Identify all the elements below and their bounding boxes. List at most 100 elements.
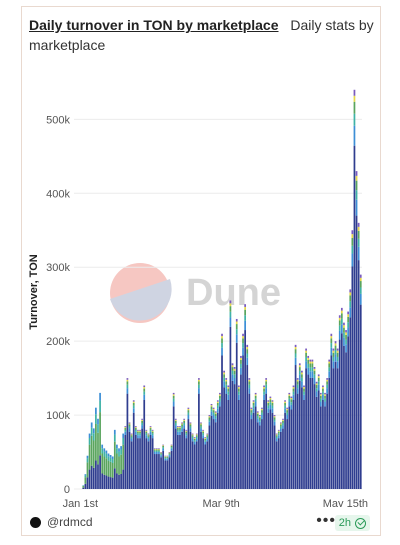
bar[interactable] <box>82 485 85 489</box>
bar[interactable] <box>221 333 223 489</box>
bar[interactable] <box>242 333 244 489</box>
bar[interactable] <box>229 300 232 489</box>
bar[interactable] <box>263 385 265 490</box>
bar[interactable] <box>258 415 261 489</box>
bar[interactable] <box>349 289 352 489</box>
bar[interactable] <box>261 407 263 489</box>
bar[interactable] <box>317 374 320 489</box>
bar[interactable] <box>92 428 95 489</box>
bar[interactable] <box>210 403 213 489</box>
bar[interactable] <box>179 426 181 489</box>
bar[interactable] <box>132 400 135 489</box>
bar[interactable] <box>160 452 162 489</box>
bar[interactable] <box>84 474 87 489</box>
bar[interactable] <box>137 429 139 489</box>
bar[interactable] <box>227 385 230 490</box>
bar[interactable] <box>305 348 307 489</box>
bar[interactable] <box>343 322 345 489</box>
bar[interactable] <box>214 411 217 489</box>
bar[interactable] <box>120 446 122 489</box>
bar[interactable] <box>280 422 282 489</box>
bar[interactable] <box>158 448 160 489</box>
bar[interactable] <box>301 370 303 489</box>
bar[interactable] <box>332 348 335 489</box>
bar[interactable] <box>355 171 358 490</box>
bar[interactable] <box>105 450 108 489</box>
bar[interactable] <box>347 311 350 489</box>
bar[interactable] <box>336 348 339 489</box>
bar[interactable] <box>328 359 331 489</box>
bar[interactable] <box>128 422 131 489</box>
bar[interactable] <box>101 444 104 489</box>
bar[interactable] <box>271 400 274 489</box>
bar[interactable] <box>326 378 328 489</box>
bar[interactable] <box>225 378 228 489</box>
bar[interactable] <box>246 344 249 489</box>
bar[interactable] <box>292 385 295 490</box>
bar[interactable] <box>269 396 272 489</box>
bar[interactable] <box>134 426 137 489</box>
bar[interactable] <box>153 448 156 489</box>
bar[interactable] <box>143 385 146 490</box>
bar[interactable] <box>288 392 291 489</box>
bar[interactable] <box>202 429 204 489</box>
bar[interactable] <box>340 307 343 489</box>
bar[interactable] <box>275 433 278 489</box>
bar[interactable] <box>198 378 200 489</box>
bar[interactable] <box>357 222 360 489</box>
bar[interactable] <box>95 407 97 489</box>
bar[interactable] <box>170 444 173 489</box>
bar[interactable] <box>109 454 112 489</box>
bar[interactable] <box>191 433 194 489</box>
chart-title[interactable]: Daily turnover in TON by marketplace <box>29 17 279 33</box>
bar[interactable] <box>277 429 280 489</box>
bar[interactable] <box>290 396 293 489</box>
bar[interactable] <box>294 344 297 489</box>
bar[interactable] <box>265 378 268 489</box>
bar[interactable] <box>111 456 114 489</box>
bar[interactable] <box>168 452 171 489</box>
author[interactable]: @rdmcd <box>30 515 93 529</box>
bar[interactable] <box>307 355 310 489</box>
bar[interactable] <box>200 422 202 489</box>
bar[interactable] <box>353 89 356 489</box>
bar[interactable] <box>313 367 316 489</box>
bar[interactable] <box>273 415 276 489</box>
bar[interactable] <box>151 429 154 489</box>
bar[interactable] <box>174 418 177 489</box>
bar[interactable] <box>248 378 251 489</box>
bar[interactable] <box>97 418 99 489</box>
bar[interactable] <box>324 392 326 489</box>
bar[interactable] <box>252 400 255 489</box>
bar[interactable] <box>231 363 234 489</box>
bar[interactable] <box>334 341 337 489</box>
bar[interactable] <box>187 407 190 489</box>
bar[interactable] <box>185 429 188 489</box>
bar[interactable] <box>235 318 238 489</box>
bar[interactable] <box>296 378 299 489</box>
bar[interactable] <box>254 392 257 489</box>
bar[interactable] <box>172 392 175 489</box>
bar[interactable] <box>116 444 118 489</box>
bar[interactable] <box>86 455 89 489</box>
bar[interactable] <box>256 411 259 489</box>
bar[interactable] <box>216 400 219 489</box>
bar[interactable] <box>319 392 322 489</box>
bar[interactable] <box>330 333 333 489</box>
bar[interactable] <box>189 422 192 489</box>
bar[interactable] <box>90 422 93 489</box>
bar[interactable] <box>164 455 167 489</box>
bar[interactable] <box>212 407 215 489</box>
bar[interactable] <box>298 363 301 489</box>
bar[interactable] <box>195 433 198 489</box>
bar[interactable] <box>141 418 143 489</box>
bar[interactable] <box>88 433 91 489</box>
bar[interactable] <box>267 400 270 489</box>
bar[interactable] <box>99 392 101 489</box>
bar[interactable] <box>244 304 247 489</box>
bar[interactable] <box>284 400 286 489</box>
bar[interactable] <box>206 433 209 489</box>
bar[interactable] <box>113 429 116 489</box>
bar[interactable] <box>147 433 150 489</box>
bar[interactable] <box>359 274 362 489</box>
